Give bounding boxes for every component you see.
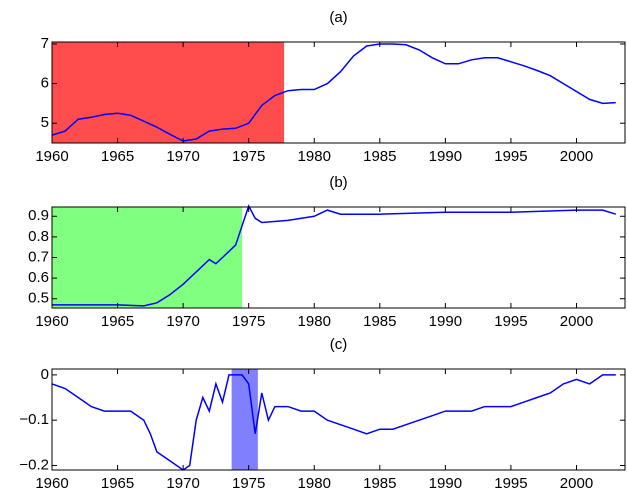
y-tick-label: 0.5 <box>28 290 49 307</box>
axes-box <box>51 368 626 471</box>
x-tick-label: 1995 <box>494 148 527 165</box>
x-tick-label: 1985 <box>363 148 396 165</box>
data-line <box>52 204 617 307</box>
x-tick-label: 1995 <box>494 313 527 330</box>
x-tick-label: 1960 <box>35 148 68 165</box>
shaded-region <box>52 207 243 308</box>
x-tick-label: 1975 <box>232 148 265 165</box>
x-tick-label: 1975 <box>232 313 265 330</box>
y-tick-label: 0.6 <box>28 269 49 286</box>
x-tick-label: 1980 <box>298 313 331 330</box>
x-tick-label: 1990 <box>429 313 462 330</box>
data-line <box>51 374 616 471</box>
x-tick-label: 1980 <box>298 148 331 165</box>
x-tick-label: 1970 <box>166 313 199 330</box>
x-tick-label: 1965 <box>101 148 134 165</box>
y-tick-label: 0.7 <box>28 248 49 265</box>
x-tick-label: 1990 <box>429 148 462 165</box>
x-tick-label: 1975 <box>232 475 265 492</box>
y-tick-label: 0.9 <box>28 207 49 224</box>
x-tick-label: 1995 <box>494 475 527 492</box>
x-tick-label: 1965 <box>101 475 134 492</box>
x-tick-label: 1970 <box>166 148 199 165</box>
shaded-region <box>52 42 285 143</box>
x-tick-label: 2000 <box>560 475 593 492</box>
panel-title: (c) <box>330 336 348 353</box>
y-tick-label: 7 <box>41 35 49 52</box>
y-tick-label: −0.1 <box>19 411 49 428</box>
panel-title: (a) <box>329 9 347 26</box>
x-tick-label: 1990 <box>429 475 462 492</box>
panel-title: (b) <box>329 174 347 191</box>
x-tick-label: 2000 <box>560 313 593 330</box>
axes-box <box>51 41 626 144</box>
x-tick-label: 1960 <box>35 475 68 492</box>
x-tick-label: 1985 <box>363 475 396 492</box>
y-tick-label: 0 <box>41 366 49 383</box>
y-tick-label: 5 <box>41 114 49 131</box>
x-tick-label: 1970 <box>166 475 199 492</box>
x-tick-label: 1965 <box>101 313 134 330</box>
x-tick-label: 2000 <box>560 148 593 165</box>
y-tick-label: 0.8 <box>28 228 49 245</box>
x-tick-label: 1960 <box>35 313 68 330</box>
data-line <box>51 43 616 142</box>
x-tick-label: 1985 <box>363 313 396 330</box>
y-tick-label: 6 <box>41 75 49 92</box>
x-tick-label: 1980 <box>298 475 331 492</box>
y-tick-label: −0.2 <box>19 456 49 473</box>
